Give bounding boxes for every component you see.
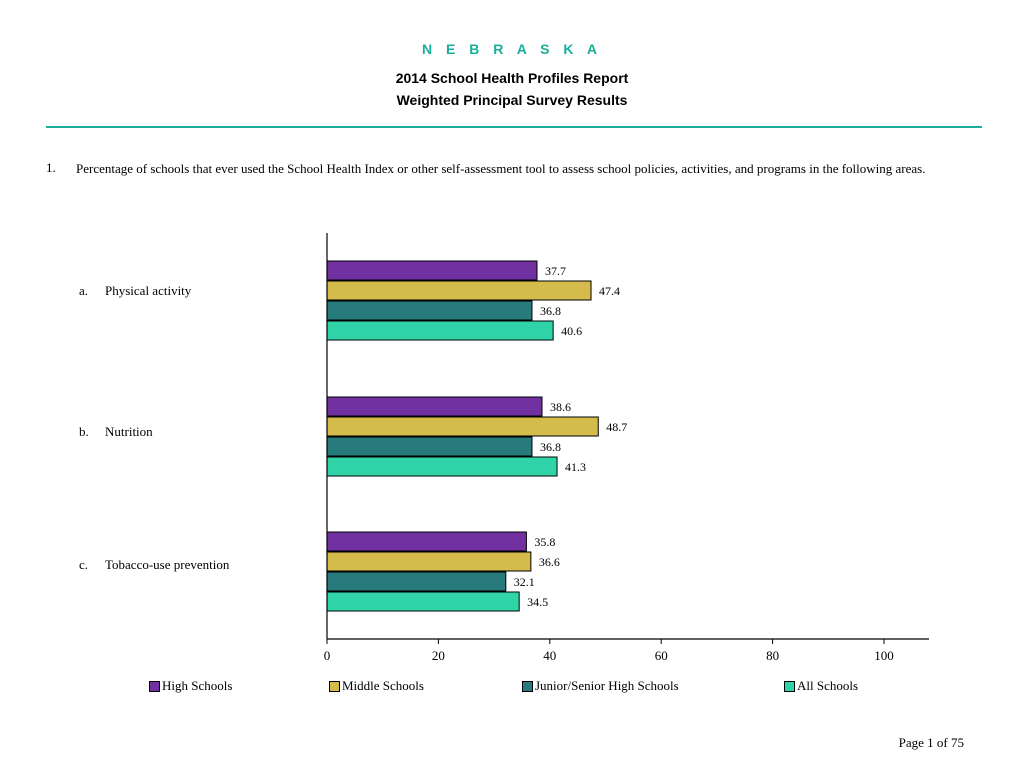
legend-swatch (522, 680, 533, 692)
data-label: 36.8 (540, 304, 561, 318)
legend-swatch (149, 680, 160, 692)
data-label: 41.3 (565, 460, 586, 474)
report-subtitle: Weighted Principal Survey Results (396, 92, 628, 108)
legend-item-middle-schools: Middle Schools (329, 678, 424, 694)
data-label: 36.6 (539, 555, 560, 569)
legend-swatch (784, 680, 795, 692)
x-tick-label: 40 (543, 648, 556, 663)
category-text: Tobacco-use prevention (105, 557, 230, 572)
data-label: 36.8 (540, 440, 561, 454)
x-tick-label: 80 (766, 648, 779, 663)
category-letter: c. (79, 557, 89, 572)
bar (326, 260, 538, 281)
category-text: Nutrition (105, 424, 153, 439)
bar (326, 531, 527, 552)
x-tick-label: 60 (655, 648, 668, 663)
category-letter: a. (79, 283, 89, 298)
data-label: 35.8 (534, 535, 555, 549)
question-text: Percentage of schools that ever used the… (76, 161, 926, 176)
bar (326, 320, 554, 341)
legend-label: Junior/Senior High Schools (535, 678, 679, 693)
x-tick-label: 20 (432, 648, 445, 663)
bar (326, 300, 533, 321)
bar (326, 280, 592, 301)
bar (326, 591, 520, 612)
data-label: 40.6 (561, 324, 582, 338)
data-label: 48.7 (606, 420, 627, 434)
bar (326, 416, 599, 437)
legend-label: All Schools (797, 678, 859, 693)
bar (326, 436, 533, 457)
category-label-tobacco-use-prevention: c. Tobacco-use prevention (79, 557, 229, 573)
page-number: Page 1 of 75 (898, 735, 964, 750)
data-label: 34.5 (527, 595, 548, 609)
category-label-nutrition: b. Nutrition (79, 424, 153, 440)
legend-item-all-schools: All Schools (784, 678, 858, 694)
category-text: Physical activity (105, 283, 192, 298)
legend-label: Middle Schools (342, 678, 424, 693)
header-divider (46, 126, 982, 128)
legend-label: High Schools (162, 678, 233, 693)
data-label: 32.1 (514, 575, 535, 589)
bar (326, 571, 507, 592)
x-tick-label: 100 (874, 648, 894, 663)
report-title: 2014 School Health Profiles Report (395, 70, 629, 86)
category-letter: b. (79, 424, 89, 439)
bar (326, 456, 558, 477)
category-label-physical-activity: a. Physical activity (79, 283, 191, 299)
data-label: 47.4 (599, 284, 620, 298)
legend-item-high-schools: High Schools (149, 678, 232, 694)
bar (326, 551, 532, 572)
question-number: 1. (46, 160, 56, 175)
legend-item-junior-senior-high-schools: Junior/Senior High Schools (522, 678, 679, 694)
chart-legend: High Schools Middle Schools Junior/Senio… (0, 678, 1024, 696)
state-name: N E B R A S K A (421, 41, 602, 57)
legend-swatch (329, 680, 340, 692)
x-tick-label: 0 (324, 648, 331, 663)
data-label: 38.6 (550, 400, 571, 414)
bar (326, 396, 543, 417)
data-label: 37.7 (545, 264, 566, 278)
